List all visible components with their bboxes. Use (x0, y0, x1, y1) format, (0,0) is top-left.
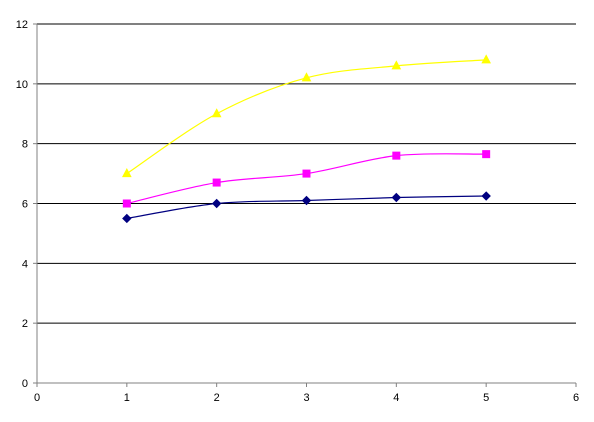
square-marker (482, 150, 491, 159)
triangle-marker (391, 60, 402, 70)
triangle-marker (481, 54, 491, 64)
y-tick-label: 2 (22, 318, 28, 330)
y-tick-label: 0 (22, 378, 28, 390)
x-tick-label: 2 (214, 392, 220, 404)
x-tick-label: 3 (303, 392, 309, 404)
triangle-marker (122, 168, 132, 178)
y-tick-label: 4 (22, 258, 28, 270)
diamond-marker (211, 198, 222, 209)
diamond-marker (481, 191, 491, 201)
series-square (122, 150, 491, 208)
x-tick-label: 5 (483, 392, 489, 404)
series-triangle (122, 54, 491, 178)
x-tick-label: 4 (393, 392, 399, 404)
y-tick-label: 10 (16, 79, 28, 91)
x-tick-label: 0 (34, 392, 40, 404)
square-marker (212, 178, 221, 187)
square-marker (392, 151, 401, 160)
triangle-marker (301, 72, 312, 82)
x-tick-label: 1 (124, 392, 130, 404)
diamond-marker (122, 213, 132, 224)
square-marker (302, 169, 311, 178)
y-tick-label: 12 (16, 19, 28, 31)
square-marker (122, 199, 131, 208)
diamond-marker (391, 192, 402, 203)
x-tick-label: 6 (573, 392, 579, 404)
series-diamond (122, 191, 491, 224)
series-group (122, 54, 491, 224)
triangle-marker (211, 108, 222, 118)
y-tick-label: 6 (22, 199, 28, 211)
y-tick-label: 8 (22, 139, 28, 151)
diamond-marker (301, 195, 312, 206)
